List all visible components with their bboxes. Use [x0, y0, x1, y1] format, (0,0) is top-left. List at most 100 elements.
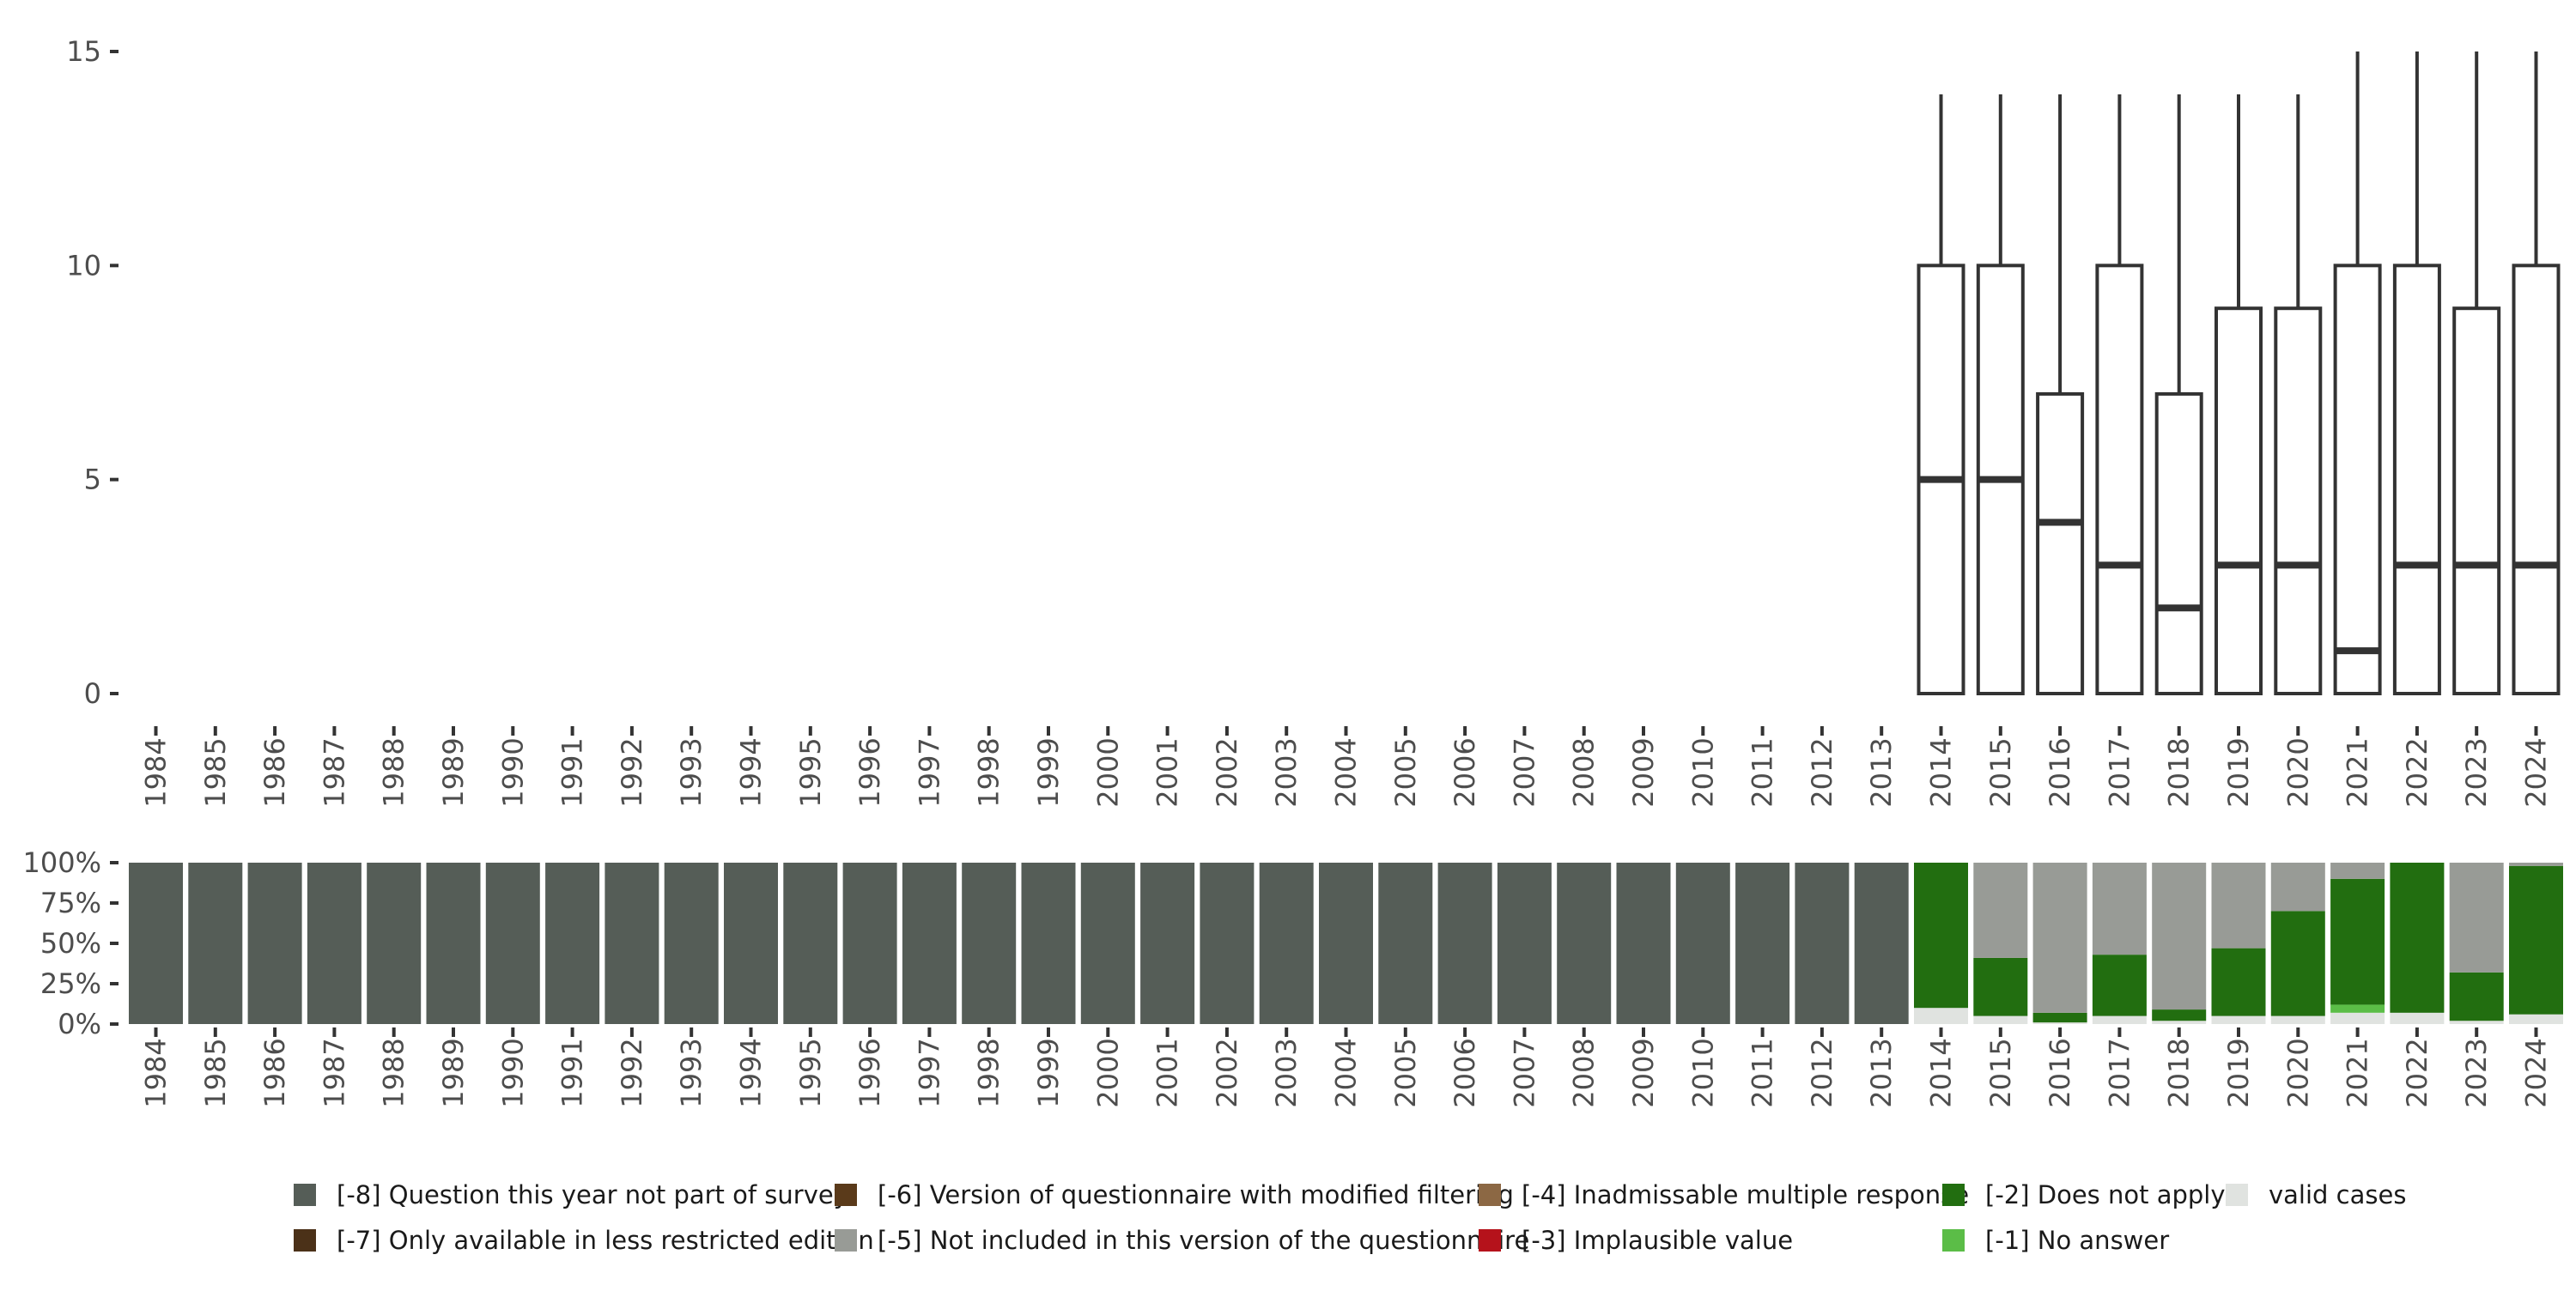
x-tick-label: 2004	[1330, 737, 1363, 807]
x-tick-label: 1988	[378, 1038, 410, 1107]
share-bar-segment	[1140, 863, 1195, 1024]
x-tick-label: 2022	[2401, 1038, 2433, 1107]
x-tick-label: 2013	[1865, 1038, 1898, 1107]
x-tick-label: 2021	[2342, 737, 2374, 807]
share-bar-segment	[2330, 878, 2385, 1005]
box-body	[2036, 391, 2085, 695]
share-bar-segment	[1914, 863, 1968, 1009]
share-bar-segment	[485, 863, 540, 1024]
x-tick-label: 1992	[616, 1038, 648, 1107]
x-tick-label: 2012	[1806, 737, 1838, 807]
legend-label: [-4] Inadmissable multiple response	[1522, 1180, 1969, 1209]
share-bar-segment	[2330, 863, 2385, 879]
x-tick-label: 2011	[1747, 737, 1779, 807]
x-tick-label: 2022	[2401, 737, 2433, 807]
share-tick-label: 50%	[40, 927, 101, 960]
x-tick-label: 1994	[735, 1038, 768, 1107]
x-tick-label: 2005	[1389, 737, 1422, 807]
x-tick-label: 2010	[1686, 737, 1719, 807]
y-tick-label: 0	[84, 677, 101, 710]
x-tick-label: 2000	[1091, 737, 1124, 807]
x-tick-label: 1991	[556, 737, 589, 807]
x-tick-label: 2003	[1270, 1038, 1303, 1107]
share-bar-segment	[783, 863, 838, 1024]
share-bar-segment	[307, 863, 361, 1024]
share-bar-segment	[2509, 865, 2563, 1015]
x-tick-label: 1985	[199, 737, 232, 807]
share-bar-segment	[247, 863, 302, 1024]
x-tick-label: 2024	[2520, 737, 2553, 807]
share-bar-segment	[2270, 911, 2325, 1016]
x-tick-label: 2003	[1270, 737, 1303, 807]
x-tick-label: 2009	[1627, 737, 1660, 807]
x-tick-label: 2016	[2044, 1038, 2076, 1107]
box-body	[2154, 391, 2203, 695]
x-tick-label: 2017	[2103, 737, 2136, 807]
x-tick-label: 2020	[2281, 1038, 2314, 1107]
legend-swatch	[835, 1184, 857, 1206]
x-tick-label: 1994	[735, 737, 768, 807]
x-tick-label: 1990	[496, 737, 529, 807]
x-tick-label: 1990	[496, 1038, 529, 1107]
x-tick-label: 1998	[973, 1038, 1005, 1107]
share-bar-segment	[2449, 1021, 2504, 1024]
x-tick-label: 1997	[913, 737, 945, 807]
legend-label: [-7] Only available in less restricted e…	[337, 1226, 874, 1255]
share-tick-label: 0%	[58, 1008, 101, 1040]
share-bar-segment	[1973, 957, 2028, 1016]
y-tick-label: 10	[66, 249, 101, 282]
share-bar-segment	[2152, 1009, 2207, 1021]
legend-label: [-3] Implausible value	[1522, 1226, 1793, 1255]
share-bar-segment	[2270, 863, 2325, 912]
x-tick-label: 1996	[854, 737, 886, 807]
x-tick-label: 1986	[258, 1038, 291, 1107]
x-tick-label: 2019	[2222, 1038, 2255, 1107]
x-tick-label: 1991	[556, 1038, 589, 1107]
share-bar-segment	[367, 863, 422, 1024]
share-bar-segment	[1080, 863, 1135, 1024]
legend-swatch	[294, 1184, 316, 1206]
box-body	[2512, 264, 2561, 695]
box-body	[2333, 264, 2382, 695]
x-tick-label: 1984	[140, 737, 173, 807]
x-tick-label: 2002	[1211, 737, 1243, 807]
share-bar-segment	[1735, 863, 1790, 1024]
legend-swatch	[1942, 1229, 1965, 1252]
share-bar-segment	[2152, 1021, 2207, 1024]
bar-x-axis: 1984 1985 1986 1987 1988 1989 1990 1991 1992 1993…	[140, 1027, 2553, 1108]
x-tick-label: 2001	[1151, 1038, 1184, 1107]
share-bar-segment	[2509, 863, 2563, 866]
x-tick-label: 1995	[794, 737, 827, 807]
share-bar-segment	[2449, 863, 2504, 973]
x-tick-label: 2001	[1151, 737, 1184, 807]
share-bar-segment	[2211, 1015, 2266, 1024]
share-bar-segment	[1557, 863, 1612, 1024]
share-bar-segment	[2032, 863, 2087, 1013]
x-tick-label: 2002	[1211, 1038, 1243, 1107]
share-bar-segment	[188, 863, 243, 1024]
share-bar-segment	[2152, 863, 2207, 1010]
share-bar-segment	[1675, 863, 1730, 1024]
x-tick-label: 2018	[2163, 737, 2196, 807]
share-bar-segment	[1616, 863, 1671, 1024]
legend-swatch	[1479, 1184, 1501, 1206]
share-bar-segment	[1437, 863, 1492, 1024]
share-bar-segment	[1021, 863, 1076, 1024]
x-tick-label: 2014	[1925, 1038, 1958, 1107]
share-bar-segment	[2330, 1004, 2385, 1013]
share-bar-segment	[664, 863, 719, 1024]
x-tick-label: 2023	[2460, 737, 2493, 807]
share-bar-segment	[2211, 948, 2266, 1016]
legend-swatch	[1942, 1184, 1965, 1206]
x-tick-label: 2009	[1627, 1038, 1660, 1107]
legend-label: [-6] Version of questionnaire with modif…	[878, 1180, 1514, 1209]
x-tick-label: 2006	[1449, 737, 1481, 807]
boxplot-panel: 0 5 10 15	[66, 35, 2561, 710]
x-tick-label: 2013	[1865, 737, 1898, 807]
x-tick-label: 1986	[258, 737, 291, 807]
x-tick-label: 2016	[2044, 737, 2076, 807]
box-body	[2215, 306, 2263, 695]
x-tick-label: 1997	[913, 1038, 945, 1107]
